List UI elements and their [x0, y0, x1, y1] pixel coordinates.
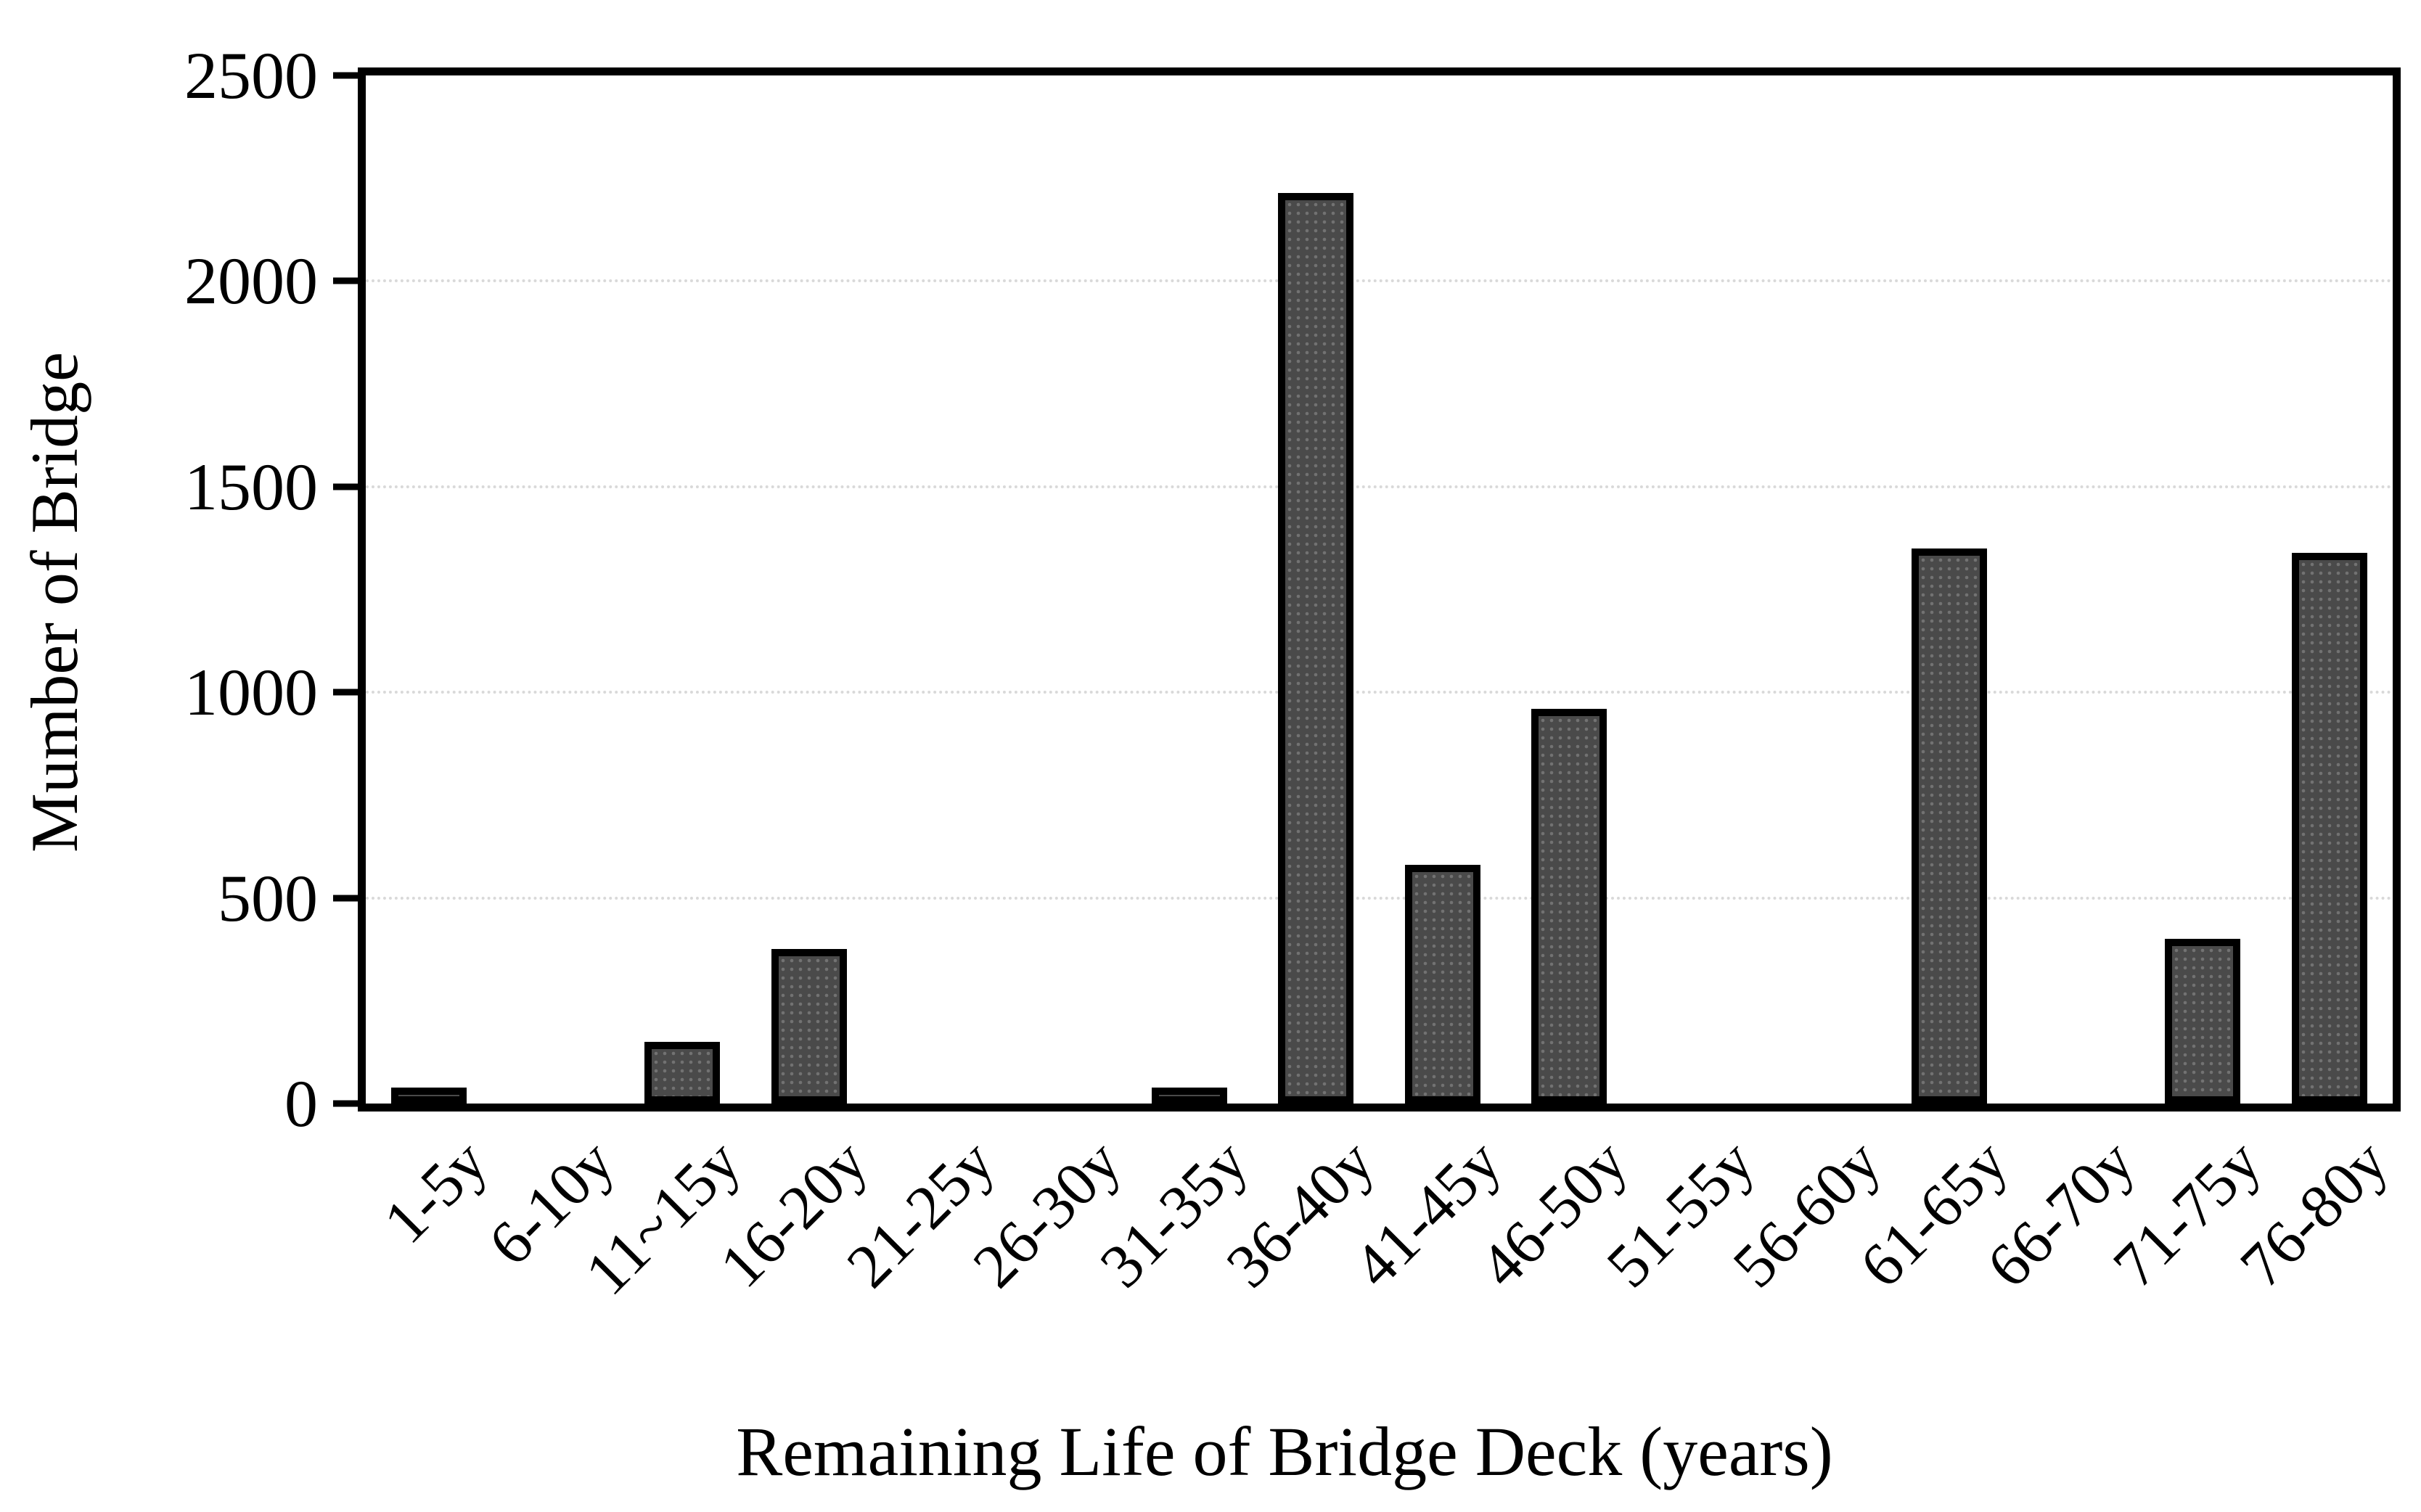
y-tick-label: 500 — [218, 860, 318, 935]
gridline-500 — [366, 896, 2393, 900]
y-tick-mark — [333, 895, 358, 902]
gridline-1500 — [366, 485, 2393, 488]
plot-area — [358, 67, 2401, 1112]
bar-71-75y — [2165, 939, 2241, 1104]
y-tick-mark — [333, 1100, 358, 1107]
y-tick-mark — [333, 277, 358, 284]
bar-36-40y — [1278, 192, 1354, 1104]
bar-31-35y — [1151, 1088, 1227, 1104]
bar-1-5y — [391, 1088, 467, 1104]
y-tick-label: 2000 — [184, 244, 318, 319]
y-tick-label: 1500 — [184, 449, 318, 524]
y-tick-mark — [333, 689, 358, 696]
gridlines-layer — [366, 75, 2393, 1104]
bars-layer — [366, 75, 2393, 1104]
gridline-1000 — [366, 691, 2393, 694]
bar-11~15y — [644, 1041, 721, 1104]
gridline-2000 — [366, 279, 2393, 283]
y-tick-label: 2500 — [184, 38, 318, 112]
y-tick-mark — [333, 72, 358, 79]
y-tick-mark — [333, 483, 358, 490]
bar-61-65y — [1912, 548, 1988, 1104]
x-axis-title: Remaining Life of Bridge Deck (years) — [736, 1413, 1833, 1490]
y-tick-label: 1000 — [184, 655, 318, 730]
y-tick-label: 0 — [284, 1067, 318, 1141]
bar-41-45y — [1404, 865, 1480, 1104]
bar-46-50y — [1531, 708, 1607, 1104]
bar-76-80y — [2291, 552, 2367, 1104]
bar-16-20y — [771, 949, 847, 1104]
